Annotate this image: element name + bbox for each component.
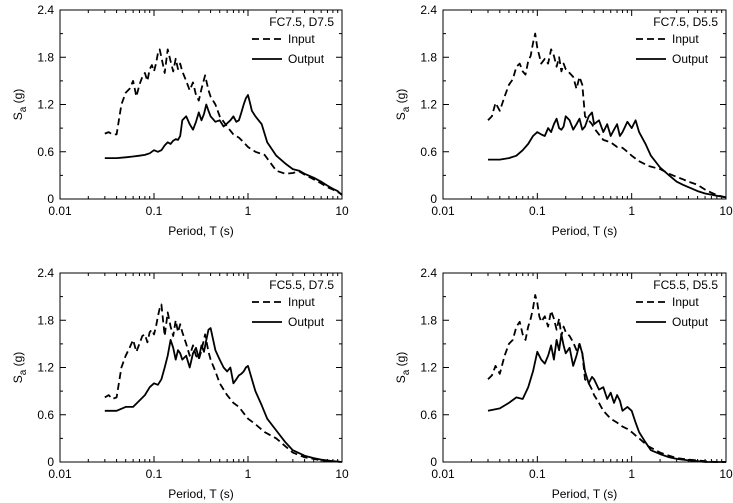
x-tick-label: 1: [245, 467, 252, 481]
x-tick-label: 1: [245, 204, 252, 218]
legend-title: FC7.5, D7.5: [269, 15, 334, 29]
y-axis-label: Sa (g): [11, 89, 29, 121]
x-tick-label: 10: [335, 204, 349, 218]
legend-label-input: Input: [672, 295, 699, 309]
x-tick-label: 0.01: [431, 467, 455, 481]
x-tick-label: 0.01: [48, 204, 72, 218]
y-axis-label: Sa (g): [11, 352, 29, 384]
series-line-output: [488, 111, 727, 199]
y-tick-label: 1.8: [420, 313, 437, 327]
series-line-output: [104, 327, 343, 463]
y-axis-label-unit: (g): [11, 89, 25, 107]
y-tick-label: 0.6: [37, 145, 54, 159]
x-tick-label: 0.01: [431, 204, 455, 218]
y-tick-label: 1.2: [420, 98, 437, 112]
chart-panel-1: 0.01 0.1 1 10 0 0.6 1.2 1.8 2.4 Period, T (s) Sa (…: [11, 3, 349, 238]
x-axis-label: Period, T (s): [552, 224, 618, 238]
y-axis-label-main: S: [11, 112, 25, 120]
y-axis-label-subscript: a: [401, 106, 412, 112]
y-tick-label: 0: [47, 192, 54, 206]
series-line-input: [487, 32, 727, 199]
y-axis-label: Sa (g): [394, 89, 412, 121]
legend-label-input: Input: [672, 32, 699, 46]
y-tick-label: 0: [430, 455, 437, 469]
y-tick-label: 2.4: [37, 3, 54, 17]
legend-label-output: Output: [672, 315, 709, 329]
y-axis-label-unit: (g): [11, 352, 25, 370]
y-tick-label: 1.8: [37, 313, 54, 327]
y-tick-label: 0: [430, 192, 437, 206]
x-tick-label: 0.1: [529, 204, 546, 218]
legend-title: FC7.5, D5.5: [653, 15, 718, 29]
chart-panel-4: 0.01 0.1 1 10 0 0.6 1.2 1.8 2.4 Period, T (s) Sa (…: [394, 266, 733, 501]
y-axis-label-subscript: a: [401, 369, 412, 375]
x-tick-label: 0.1: [529, 467, 546, 481]
y-axis-label: Sa (g): [394, 352, 412, 384]
legend-label-output: Output: [288, 315, 325, 329]
y-tick-label: 0.6: [420, 408, 437, 422]
x-axis-label: Period, T (s): [168, 224, 234, 238]
x-tick-label: 0.1: [146, 467, 163, 481]
series-line-input: [104, 303, 343, 463]
y-tick-label: 1.2: [420, 361, 437, 375]
x-tick-label: 10: [719, 204, 733, 218]
y-axis-label-main: S: [394, 112, 408, 120]
y-tick-label: 0.6: [37, 408, 54, 422]
y-tick-label: 1.2: [37, 361, 54, 375]
legend-label-input: Input: [288, 295, 315, 309]
legend-label-output: Output: [288, 52, 325, 66]
series-line-output: [104, 94, 343, 196]
x-axis-label: Period, T (s): [552, 487, 618, 501]
x-tick-label: 10: [719, 467, 733, 481]
legend-label-input: Input: [288, 32, 315, 46]
y-axis-label-main: S: [394, 375, 408, 383]
legend-title: FC5.5, D5.5: [653, 278, 718, 292]
x-tick-label: 1: [628, 204, 635, 218]
x-tick-label: 0.1: [146, 204, 163, 218]
y-tick-label: 0: [47, 455, 54, 469]
series-line-output: [487, 333, 726, 463]
y-tick-label: 1.8: [37, 50, 54, 64]
chart-panel-3: 0.01 0.1 1 10 0 0.6 1.2 1.8 2.4 Period, T (s) Sa (…: [11, 266, 349, 501]
y-tick-label: 0.6: [420, 145, 437, 159]
legend-label-output: Output: [672, 52, 709, 66]
y-axis-label-unit: (g): [394, 352, 408, 370]
x-tick-label: 1: [628, 467, 635, 481]
y-tick-label: 2.4: [420, 3, 437, 17]
series-line-input: [104, 48, 343, 196]
series-line-input: [487, 294, 726, 463]
y-axis-label-subscript: a: [18, 369, 29, 375]
y-tick-label: 1.8: [420, 50, 437, 64]
chart-panel-2: 0.01 0.1 1 10 0 0.6 1.2 1.8 2.4 Period, T (s) Sa (…: [394, 3, 733, 238]
y-axis-label-main: S: [11, 375, 25, 383]
y-axis-label-unit: (g): [394, 89, 408, 107]
x-tick-label: 10: [335, 467, 349, 481]
y-tick-label: 1.2: [37, 98, 54, 112]
y-tick-label: 2.4: [420, 266, 437, 280]
y-axis-label-subscript: a: [18, 106, 29, 112]
y-tick-label: 2.4: [37, 266, 54, 280]
legend-title: FC5.5, D7.5: [269, 278, 334, 292]
x-tick-label: 0.01: [48, 467, 72, 481]
x-axis-label: Period, T (s): [168, 487, 234, 501]
